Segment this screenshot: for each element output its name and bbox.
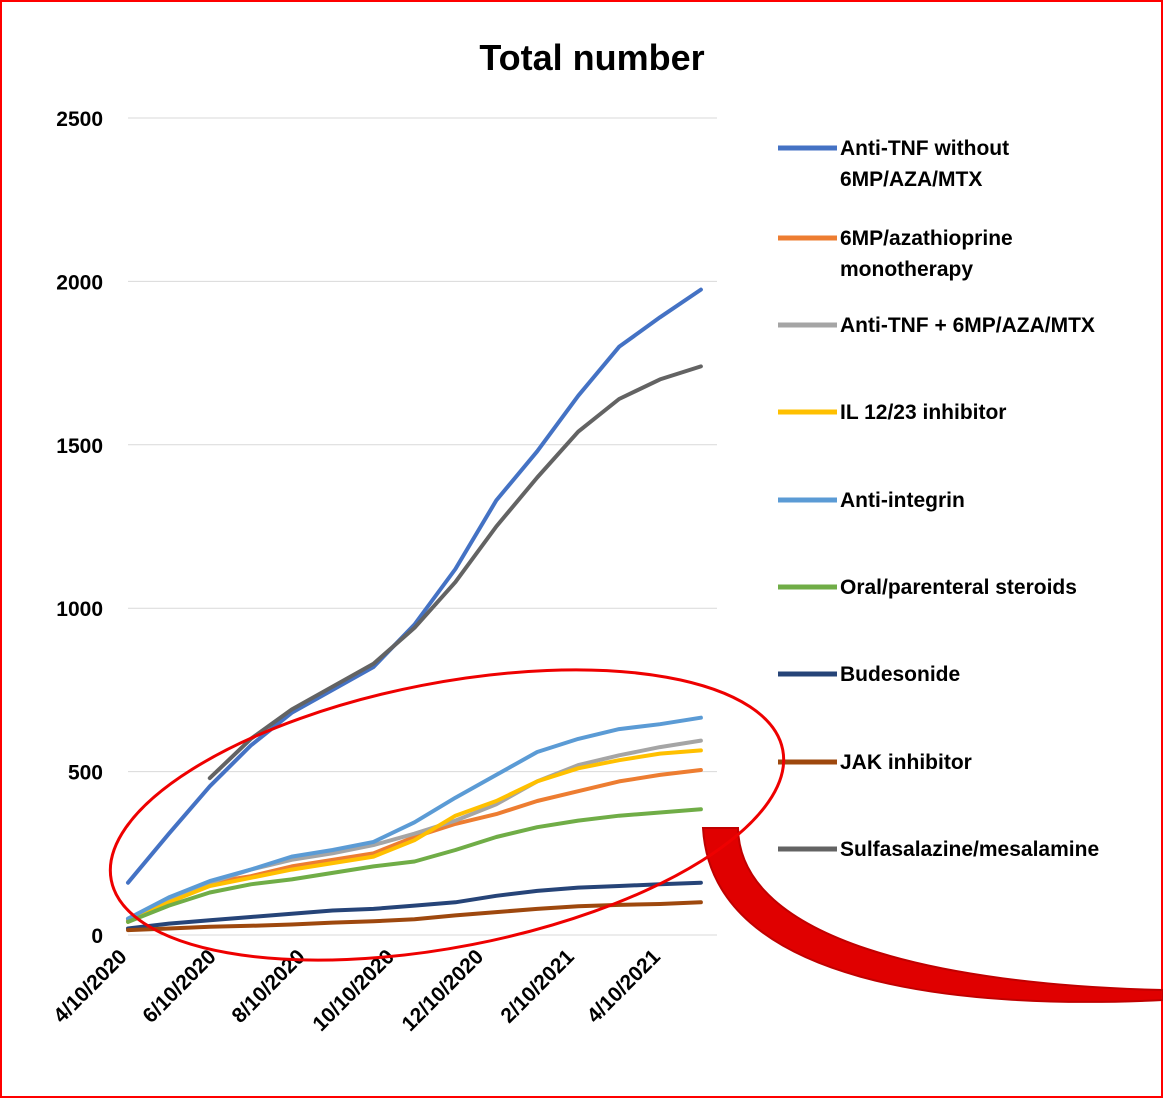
- y-tick-label: 2000: [56, 271, 103, 294]
- gridlines: [128, 117, 717, 936]
- legend-label: Budesonide: [840, 663, 960, 686]
- series-lines: [126, 287, 703, 933]
- y-tick-label: 0: [91, 925, 103, 948]
- red-callout-swoosh: [701, 827, 1163, 1003]
- series-line: [126, 715, 703, 921]
- y-tick-label: 1000: [56, 598, 103, 621]
- chart-title: Total number: [479, 37, 704, 78]
- series-line: [126, 287, 703, 885]
- y-tick-label: 500: [68, 762, 103, 785]
- series-line: [126, 768, 703, 923]
- legend-label: JAK inhibitor: [840, 751, 972, 774]
- legend-label: 6MP/azathioprine monotherapy: [840, 227, 1013, 281]
- legend-label: Anti-integrin: [840, 489, 965, 512]
- legend-label: Anti-TNF without 6MP/AZA/MTX: [840, 137, 1009, 191]
- x-tick-label: 2/10/2021: [496, 945, 579, 1028]
- annotation-layer-top: [108, 668, 786, 962]
- legend-label: Oral/parenteral steroids: [840, 576, 1077, 599]
- x-tick-label: 12/10/2020: [398, 945, 489, 1036]
- y-tick-label: 1500: [56, 435, 103, 458]
- legend: Anti-TNF without 6MP/AZA/MTX 6MP/azathiopr…: [778, 137, 1099, 861]
- series-line: [126, 880, 703, 931]
- x-tick-label: 4/10/2020: [49, 945, 131, 1027]
- series-line: [126, 748, 703, 924]
- x-tick-label: 6/10/2020: [138, 945, 220, 1027]
- legend-label: Anti-TNF + 6MP/AZA/MTX: [840, 314, 1095, 337]
- legend-label: Sulfasalazine/mesalamine: [840, 838, 1099, 861]
- annotation-layer: [701, 827, 1163, 1003]
- series-line: [126, 900, 703, 933]
- series-line: [207, 364, 703, 781]
- red-highlight-ellipse: [108, 668, 786, 962]
- legend-label: IL 12/23 inhibitor: [840, 401, 1006, 424]
- y-tick-label: 2500: [56, 108, 103, 131]
- series-line: [126, 807, 703, 924]
- x-tick-label: 4/10/2021: [583, 945, 666, 1028]
- y-tick-labels: 0 500 1000 1500 2000 2500: [56, 108, 103, 948]
